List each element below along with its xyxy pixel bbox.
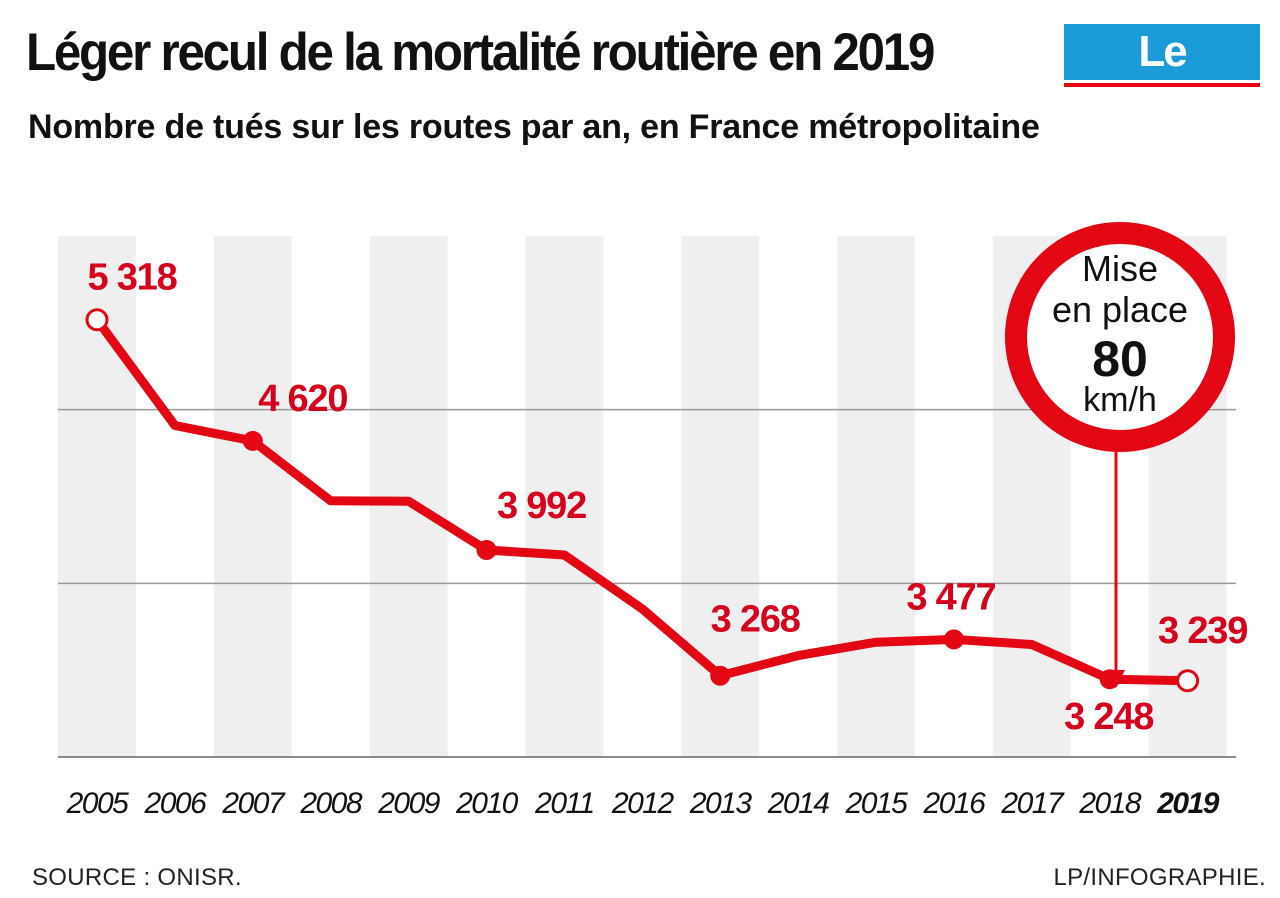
x-tick-label-2011: 2011: [534, 787, 594, 820]
speed-sign-line1: Mise: [1082, 248, 1158, 289]
x-tick-label-2006: 2006: [144, 787, 208, 820]
line-chart: 2005 2006 2007 2008 2009 2010 2011 2012 2013 2014…: [58, 222, 1248, 820]
point-marker-2007: [242, 430, 263, 451]
chart-title: Léger recul de la mortalité routière en …: [26, 23, 935, 82]
speed-sign-circle: [1005, 222, 1235, 452]
logo-text: Le Parisien: [1084, 27, 1241, 132]
data-label-2013: 3 268: [711, 599, 800, 641]
annotation-arrowhead: [1107, 670, 1125, 688]
x-tick-label-2013: 2013: [689, 787, 753, 820]
x-tick-label-2014: 2014: [767, 787, 830, 820]
series-line: [92, 315, 1193, 686]
x-tick-label-2005: 2005: [66, 787, 130, 820]
x-tick-label-2012: 2012: [611, 787, 675, 820]
credit-note: LP/INFOGRAPHIE.: [1053, 864, 1266, 891]
data-label-2019: 3 239: [1158, 610, 1247, 652]
speed-sign-line2: en place: [1052, 289, 1188, 330]
column-band-2007: [213, 236, 292, 757]
speed-sign-line4: km/h: [1083, 381, 1157, 419]
x-tick-label-2018: 2018: [1078, 787, 1142, 820]
point-marker-2010: [476, 539, 497, 560]
column-band-2009: [369, 236, 448, 757]
point-marker-2019: [1176, 669, 1200, 693]
x-tick-label-2010: 2010: [455, 787, 519, 820]
series-line-group: [92, 315, 1193, 686]
x-tick-label-2016: 2016: [923, 787, 987, 820]
chart-subtitle: Nombre de tués sur les routes par an, en…: [28, 108, 1040, 146]
x-tick-label-2015: 2015: [845, 787, 909, 820]
logo-red-rule: [1064, 83, 1260, 87]
data-label-2005: 5 318: [87, 257, 176, 299]
source-note: SOURCE : ONISR.: [32, 864, 242, 891]
speed-limit-annotation: Mise en place 80 km/h: [1005, 222, 1235, 688]
le-parisien-logo: Le Parisien: [1064, 24, 1260, 132]
point-marker-2016: [943, 629, 964, 650]
data-label-2016: 3 477: [906, 576, 995, 618]
column-band-2015: [837, 236, 915, 757]
data-label-2010: 3 992: [497, 485, 586, 527]
x-axis: 2005 2006 2007 2008 2009 2010 2011 2012 2013 2014…: [66, 787, 1222, 820]
x-tick-label-2019: 2019: [1156, 787, 1220, 820]
speed-sign-line3: 80: [1092, 331, 1148, 387]
x-tick-label-2008: 2008: [299, 787, 363, 820]
x-tick-label-2009: 2009: [377, 787, 441, 820]
x-tick-label-2007: 2007: [221, 787, 286, 820]
data-label-2018: 3 248: [1064, 696, 1153, 738]
x-tick-label-2017: 2017: [1000, 787, 1065, 820]
point-markers: [85, 308, 1200, 693]
point-marker-2013: [710, 665, 731, 686]
data-label-2007: 4 620: [258, 378, 347, 420]
column-band-2011: [525, 236, 604, 757]
data-labels: 5 318 4 620 3 992 3 268 3 477 3 248 3 239: [87, 257, 1248, 738]
point-marker-2005: [85, 308, 109, 332]
